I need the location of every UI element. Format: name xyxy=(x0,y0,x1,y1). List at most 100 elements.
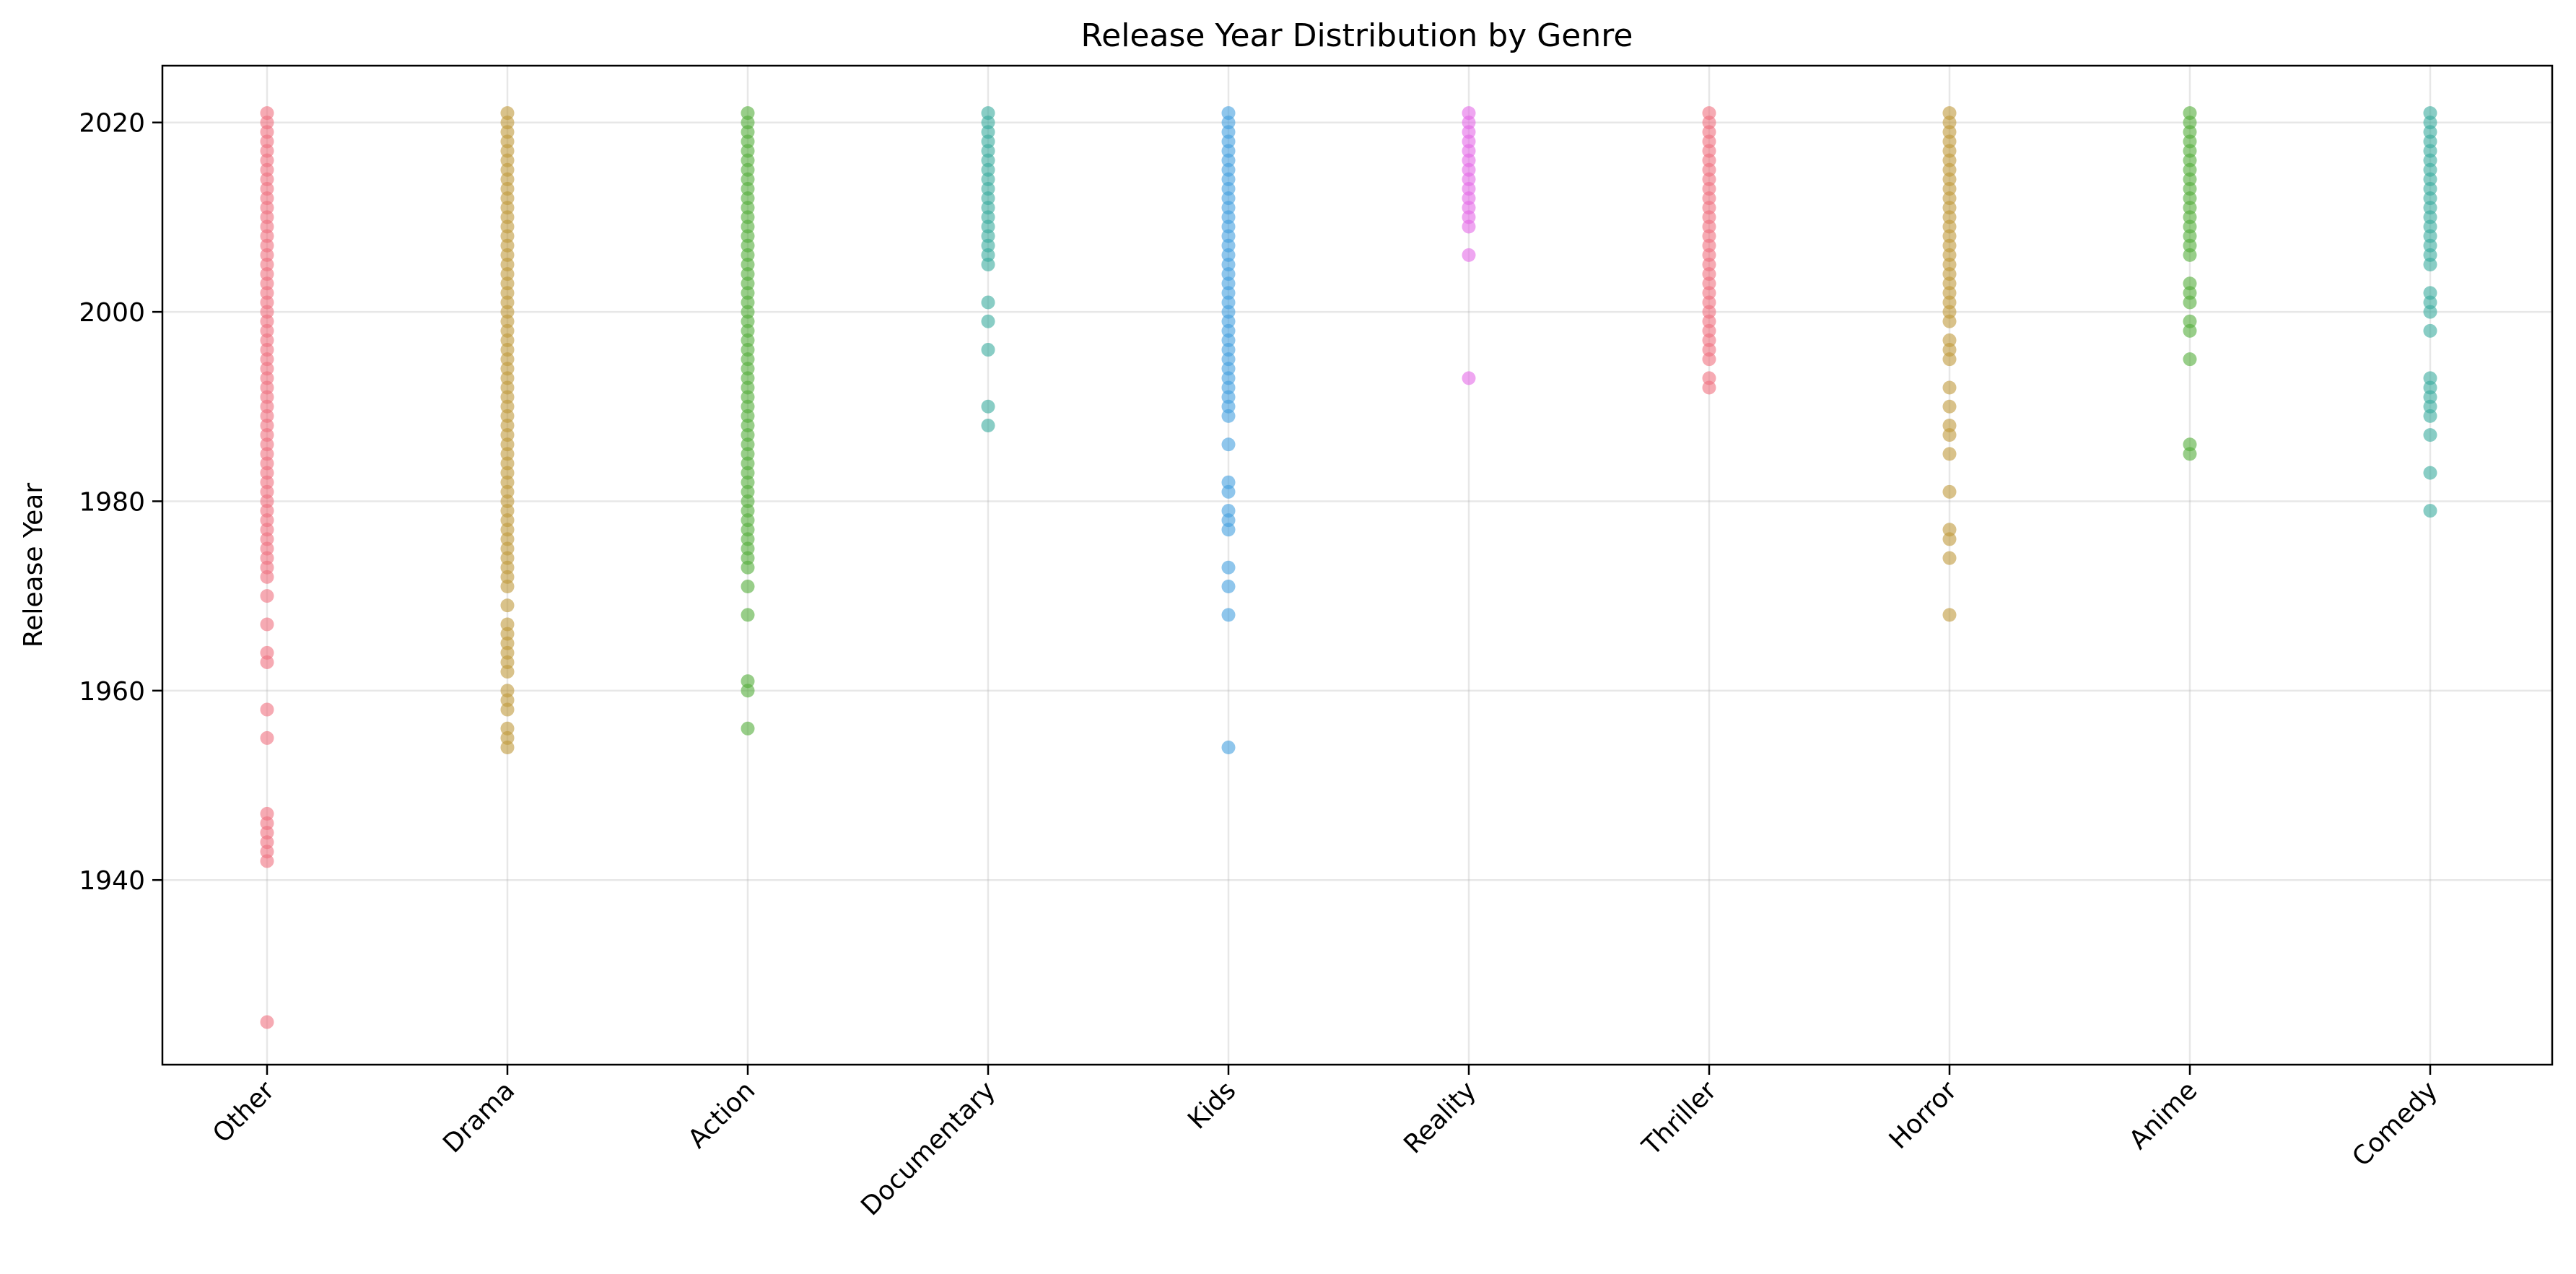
data-point xyxy=(2423,219,2437,234)
data-point xyxy=(741,475,755,489)
data-point xyxy=(741,305,755,319)
data-point xyxy=(1221,380,1236,395)
data-point xyxy=(260,523,274,537)
data-point xyxy=(500,721,515,736)
data-point xyxy=(260,257,274,271)
data-point xyxy=(260,144,274,158)
data-point xyxy=(500,323,515,338)
data-point xyxy=(1221,182,1236,196)
data-point xyxy=(500,428,515,442)
data-point xyxy=(1221,504,1236,518)
data-point xyxy=(741,314,755,328)
data-point xyxy=(981,115,995,130)
data-point xyxy=(741,191,755,206)
data-point xyxy=(260,238,274,253)
data-point xyxy=(741,352,755,367)
data-point xyxy=(500,693,515,707)
data-point xyxy=(260,854,274,868)
data-point xyxy=(500,371,515,385)
data-point xyxy=(500,106,515,121)
data-point xyxy=(2183,437,2197,452)
y-tick-label: 2020 xyxy=(79,109,145,139)
data-point xyxy=(260,730,274,745)
data-point xyxy=(260,428,274,442)
data-point xyxy=(1942,219,1957,234)
data-point xyxy=(260,380,274,395)
data-point xyxy=(981,399,995,414)
data-point xyxy=(741,504,755,518)
data-point xyxy=(981,153,995,167)
data-point xyxy=(1702,380,1716,395)
data-point xyxy=(260,806,274,821)
data-point xyxy=(2183,115,2197,130)
data-point xyxy=(1702,333,1716,347)
data-point xyxy=(1221,144,1236,158)
data-point xyxy=(260,333,274,347)
data-point xyxy=(981,343,995,357)
data-point xyxy=(2423,504,2437,518)
data-point xyxy=(1221,276,1236,291)
data-point xyxy=(2423,144,2437,158)
data-point xyxy=(260,484,274,499)
data-point xyxy=(1702,352,1716,367)
data-point xyxy=(500,153,515,167)
data-point xyxy=(1702,106,1716,121)
data-point xyxy=(2423,210,2437,224)
data-point xyxy=(981,248,995,262)
data-point xyxy=(741,276,755,291)
data-point xyxy=(1221,523,1236,537)
data-point xyxy=(260,201,274,215)
data-point xyxy=(1221,267,1236,282)
data-point xyxy=(500,115,515,130)
data-point xyxy=(2183,162,2197,177)
data-point xyxy=(500,286,515,300)
data-point xyxy=(1462,248,1476,262)
data-point xyxy=(1221,390,1236,404)
data-point xyxy=(2183,447,2197,461)
data-point xyxy=(500,201,515,215)
data-point xyxy=(1942,447,1957,461)
data-point xyxy=(2423,305,2437,319)
data-point xyxy=(2423,238,2437,253)
data-point xyxy=(1942,144,1957,158)
data-point xyxy=(2183,314,2197,328)
data-point xyxy=(1942,257,1957,271)
data-point xyxy=(260,219,274,234)
data-point xyxy=(981,162,995,177)
data-point xyxy=(260,532,274,546)
data-point xyxy=(1221,153,1236,167)
chart-title: Release Year Distribution by Genre xyxy=(1081,17,1633,54)
data-point xyxy=(1462,125,1476,139)
data-point xyxy=(2423,229,2437,243)
data-point xyxy=(2423,248,2437,262)
data-point xyxy=(2423,191,2437,206)
data-point xyxy=(500,182,515,196)
data-point xyxy=(2183,295,2197,310)
data-point xyxy=(741,323,755,338)
data-point xyxy=(1221,286,1236,300)
data-point xyxy=(260,437,274,452)
data-point xyxy=(2423,201,2437,215)
data-point xyxy=(981,314,995,328)
data-point xyxy=(981,106,995,121)
data-point xyxy=(1221,560,1236,575)
data-point xyxy=(500,305,515,319)
data-point xyxy=(500,276,515,291)
data-point xyxy=(500,229,515,243)
data-point xyxy=(1942,210,1957,224)
data-point xyxy=(1462,191,1476,206)
data-point xyxy=(2423,106,2437,121)
data-point xyxy=(500,484,515,499)
data-point xyxy=(1702,172,1716,186)
data-point xyxy=(500,409,515,423)
data-point xyxy=(500,702,515,717)
data-point xyxy=(741,267,755,282)
data-point xyxy=(1942,267,1957,282)
data-point xyxy=(1702,238,1716,253)
data-point xyxy=(260,447,274,461)
data-point xyxy=(1942,153,1957,167)
data-point xyxy=(2183,106,2197,121)
data-point xyxy=(1462,106,1476,121)
